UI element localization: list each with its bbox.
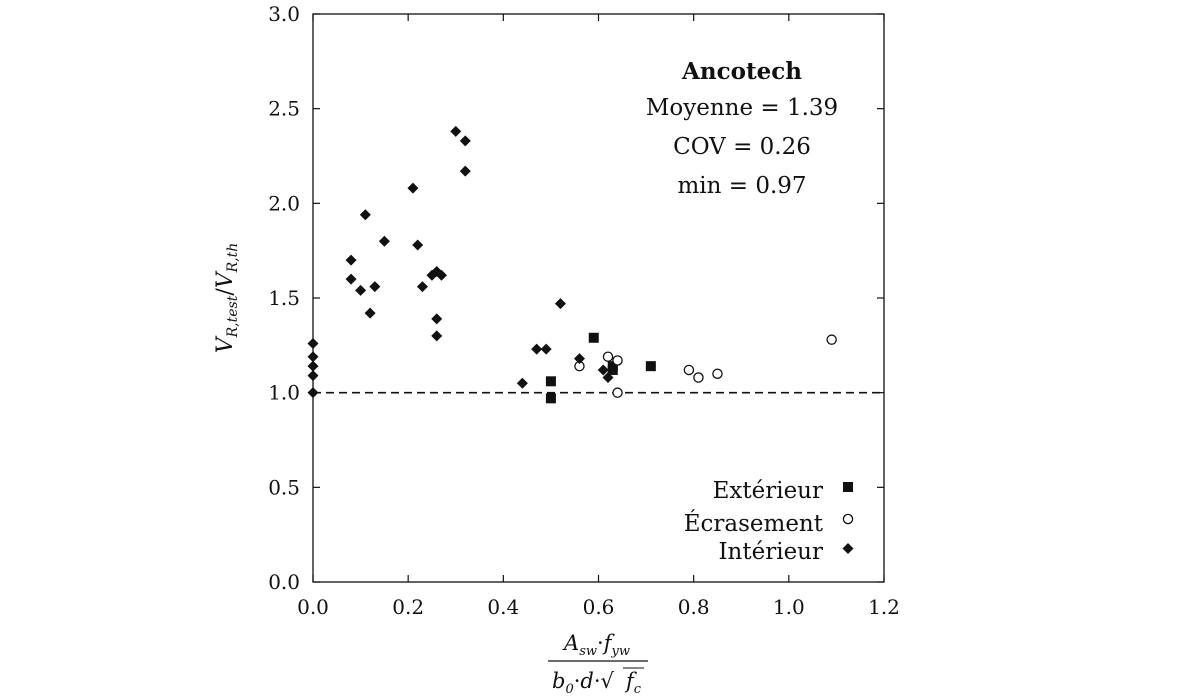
point-interieur bbox=[355, 284, 367, 296]
point-interieur bbox=[359, 209, 371, 221]
point-interieur bbox=[369, 281, 381, 293]
point-interieur bbox=[378, 235, 390, 247]
x-tick-label: 0.8 bbox=[678, 595, 710, 619]
annotation-min: min = 0.97 bbox=[677, 173, 806, 199]
x-tick-label: 1.2 bbox=[868, 595, 900, 619]
point-interieur bbox=[573, 353, 585, 365]
y-tick-label: 2.0 bbox=[268, 191, 300, 215]
point-interieur bbox=[407, 182, 419, 194]
point-exterieur bbox=[588, 332, 599, 343]
legend-label-ecrasement: Écrasement bbox=[684, 510, 824, 537]
point-exterieur bbox=[607, 364, 618, 375]
point-interieur bbox=[345, 273, 357, 285]
point-interieur bbox=[431, 313, 443, 325]
svg-text:VR,test/VR,th: VR,test/VR,th bbox=[213, 243, 241, 354]
point-interieur bbox=[307, 360, 319, 372]
point-interieur bbox=[364, 307, 376, 319]
point-exterieur bbox=[545, 393, 556, 404]
svg-text:b0·d·√: b0·d·√ bbox=[552, 669, 615, 697]
x-axis-label: Asw·fyw b0·d·√ fc bbox=[548, 631, 648, 697]
legend-label-exterieur: Extérieur bbox=[713, 478, 823, 504]
x-tick-label: 1.0 bbox=[773, 595, 805, 619]
x-tick-label: 0.2 bbox=[392, 595, 424, 619]
svg-text:fc: fc bbox=[624, 669, 642, 697]
legend-label-interieur: Intérieur bbox=[718, 539, 823, 565]
point-ecrasement bbox=[612, 387, 623, 398]
point-ecrasement bbox=[602, 351, 614, 362]
point-ecrasement bbox=[712, 368, 723, 379]
y-tick-label: 1.0 bbox=[268, 381, 300, 405]
point-ecrasement bbox=[612, 355, 623, 366]
point-interieur bbox=[412, 239, 424, 251]
point-interieur bbox=[531, 343, 543, 355]
point-interieur bbox=[450, 125, 462, 137]
y-tick-label: 3.0 bbox=[268, 2, 300, 26]
point-interieur bbox=[459, 165, 471, 177]
point-interieur bbox=[431, 330, 443, 342]
point-ecrasement bbox=[683, 364, 695, 376]
legend-circle-marker bbox=[842, 513, 854, 525]
y-axis-label: VR,test/VR,th bbox=[213, 243, 241, 354]
y-tick-label: 1.5 bbox=[268, 286, 300, 310]
point-interieur bbox=[307, 370, 319, 382]
legend-diamond-marker bbox=[842, 543, 854, 554]
data-points bbox=[307, 125, 837, 404]
annotation-cov: COV = 0.26 bbox=[673, 134, 811, 160]
legend-square-marker bbox=[843, 482, 853, 492]
point-ecrasement bbox=[826, 334, 837, 345]
point-interieur bbox=[307, 337, 319, 349]
x-tick-label: 0.4 bbox=[487, 595, 519, 619]
x-tick-label: 0.0 bbox=[297, 595, 329, 619]
point-interieur bbox=[602, 372, 614, 384]
y-tick-label: 0.5 bbox=[268, 475, 300, 499]
point-interieur bbox=[597, 364, 609, 376]
point-interieur bbox=[435, 269, 447, 281]
annotation-mean: Moyenne = 1.39 bbox=[646, 95, 838, 121]
point-interieur bbox=[307, 387, 319, 399]
point-interieur bbox=[540, 343, 552, 355]
point-exterieur bbox=[545, 376, 556, 387]
point-interieur bbox=[516, 377, 528, 389]
point-interieur bbox=[554, 298, 566, 310]
point-interieur bbox=[345, 254, 357, 266]
x-tick-label: 0.6 bbox=[583, 595, 615, 619]
point-ecrasement bbox=[693, 372, 704, 383]
y-tick-label: 2.5 bbox=[268, 97, 300, 121]
point-interieur bbox=[307, 351, 319, 363]
svg-text:Asw·fyw: Asw·fyw bbox=[562, 631, 630, 659]
legend: Extérieur Écrasement Intérieur bbox=[684, 478, 854, 565]
axis-ticks: 0.0 0.2 0.4 0.6 0.8 1.0 1.2 0.0 0.5 1.0 1.5 2.0 2.5 3… bbox=[268, 2, 900, 619]
point-interieur bbox=[459, 135, 471, 147]
annotation-title: Ancotech bbox=[681, 58, 802, 85]
point-interieur bbox=[416, 281, 428, 293]
point-exterieur bbox=[645, 361, 656, 372]
y-tick-label: 0.0 bbox=[268, 570, 300, 594]
